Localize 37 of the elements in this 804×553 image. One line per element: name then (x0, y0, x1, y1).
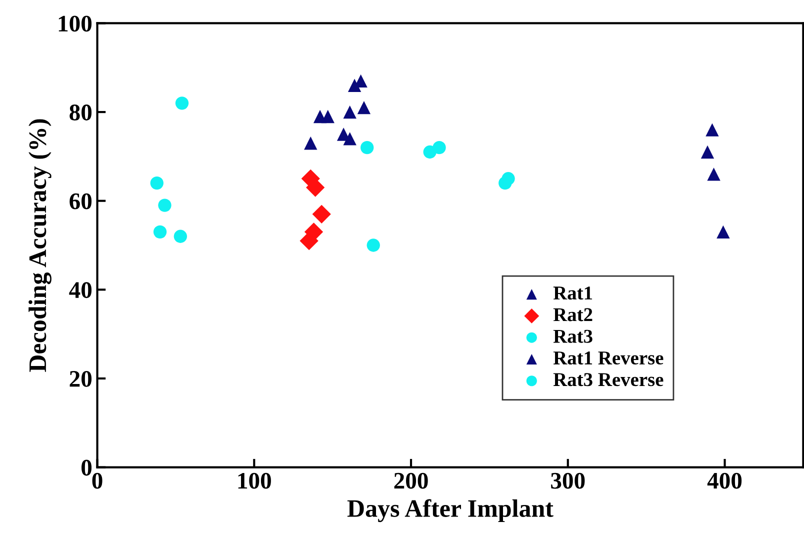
x-tick-label: 300 (551, 472, 585, 489)
legend-label: Rat1 (553, 286, 592, 300)
point (175, 96, 189, 110)
point (174, 230, 188, 243)
x-axis-title: Days After Implant (347, 499, 554, 522)
point (304, 136, 318, 150)
x-tick-label: 200 (394, 472, 428, 489)
point (366, 238, 380, 252)
x-tick-label: 400 (707, 472, 742, 489)
y-tick-label: 0 (82, 460, 92, 476)
legend-label: Rat1 Reverse (553, 351, 664, 365)
y-tick-label: 100 (58, 16, 92, 32)
x-tick-label: 100 (238, 472, 271, 489)
point (700, 145, 714, 159)
point (707, 168, 720, 181)
y-tick-label: 80 (70, 104, 92, 120)
point (321, 110, 334, 124)
y-tick-label: 60 (70, 193, 92, 210)
point (502, 172, 515, 186)
y-tick-label: 40 (69, 282, 92, 298)
y-tick-label: 20 (70, 370, 92, 387)
point (432, 140, 446, 154)
point (153, 225, 167, 239)
point (343, 132, 356, 146)
point (360, 140, 374, 154)
legend-label: Rat2 (553, 308, 592, 322)
point (357, 101, 371, 114)
point (150, 176, 164, 190)
point (158, 198, 172, 212)
point (706, 123, 719, 136)
point (716, 225, 730, 239)
legend-label: Rat3 (553, 330, 592, 343)
legend-label: Rat3 Reverse (553, 373, 664, 386)
x-tick-label: 0 (92, 472, 102, 489)
y-axis-title: Decoding Accuracy (%) (28, 119, 52, 372)
point (312, 204, 331, 224)
point (343, 105, 356, 119)
